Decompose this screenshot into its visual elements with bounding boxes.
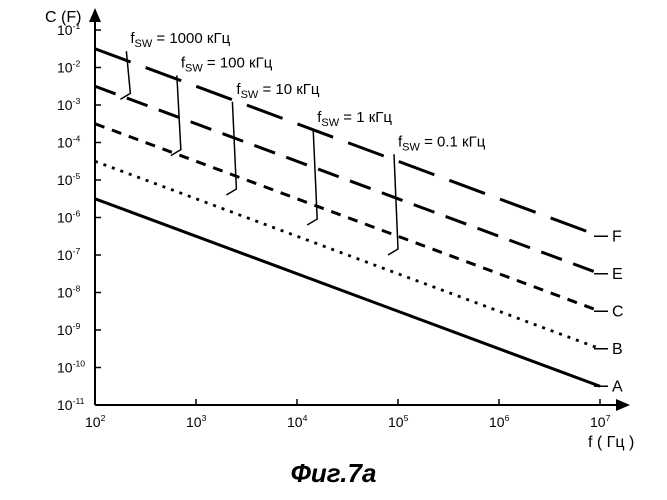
series-right-label: E	[612, 266, 623, 283]
y-axis-label: C (F)	[45, 9, 81, 26]
series-right-label: F	[612, 228, 622, 245]
series-right-label: B	[612, 341, 623, 358]
x-axis-label: f ( Гц )	[588, 434, 634, 451]
figure-label: Фиг.7a	[291, 458, 377, 488]
series-right-label: C	[612, 303, 624, 320]
series-right-label: A	[612, 378, 623, 395]
